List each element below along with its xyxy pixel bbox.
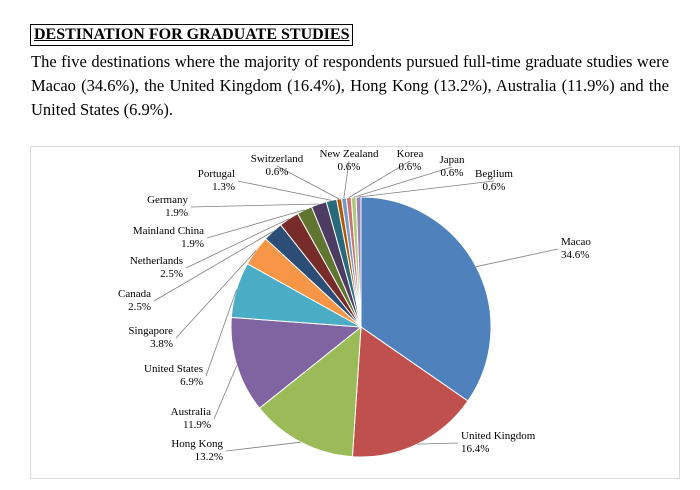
leader-line	[358, 180, 495, 198]
slice-value-label: 2.5%	[128, 301, 151, 313]
slice-value-label: 6.9%	[180, 376, 203, 388]
slice-label: Hong Kong	[171, 438, 223, 450]
slice-value-label: 16.4%	[461, 443, 489, 455]
slice-label: Singapore	[128, 325, 173, 337]
leader-line	[153, 231, 274, 302]
slice-value-label: 0.6%	[338, 161, 361, 173]
leader-line	[348, 160, 411, 198]
pie-slice-australia	[230, 316, 363, 409]
slice-label: Canada	[118, 288, 151, 300]
slice-label: Beglium	[475, 168, 513, 180]
leader-line	[213, 365, 238, 420]
slice-label: Portugal	[198, 168, 235, 180]
slice-value-label: 11.9%	[183, 419, 211, 431]
pie-chart-frame: Macao 34.6% United Kingdom 16.4% Hong Kong 13…	[30, 146, 680, 479]
pie-slice-united-kingdom	[351, 326, 469, 458]
intro-paragraph: The five destinations where the majority…	[31, 52, 669, 119]
slice-label: Germany	[147, 194, 188, 206]
slice-label: Switzerland	[251, 153, 304, 165]
leader-line	[225, 441, 301, 452]
leader-line	[190, 203, 319, 208]
leader-line	[343, 160, 350, 199]
slice-value-label: 0.6%	[266, 166, 289, 178]
slice-value-label: 0.6%	[399, 161, 422, 173]
section-heading: DESTINATION FOR GRADUATE STUDIES	[30, 24, 354, 46]
slice-value-label: 1.9%	[165, 207, 188, 219]
slice-label: Korea	[397, 148, 424, 160]
slice-label: New Zealand	[320, 148, 379, 160]
leader-line	[476, 248, 559, 268]
leader-line	[276, 165, 340, 200]
slice-label: Macao	[561, 236, 591, 248]
slice-value-label: 3.8%	[150, 338, 173, 350]
pie-slice-hong-kong	[258, 325, 362, 458]
slice-value-label: 1.9%	[181, 238, 204, 250]
slice-label: Netherlands	[130, 255, 183, 267]
leader-line	[353, 166, 453, 198]
leader-line	[185, 218, 290, 269]
slice-value-label: 2.5%	[160, 268, 183, 280]
slice-label: United States	[144, 363, 203, 375]
slice-value-label: 0.6%	[441, 167, 464, 179]
leader-line	[205, 289, 237, 377]
slice-value-label: 0.6%	[483, 181, 506, 193]
slice-label: Japan	[439, 154, 465, 166]
slice-label: Mainland China	[133, 225, 204, 237]
slice-label: United Kingdom	[461, 430, 536, 442]
slice-value-label: 34.6%	[561, 249, 589, 261]
slice-value-label: 1.3%	[212, 181, 235, 193]
leader-line	[206, 209, 305, 239]
leader-line	[237, 180, 332, 201]
leader-line	[175, 250, 257, 339]
slice-value-label: 13.2%	[195, 451, 223, 463]
leader-line	[417, 442, 459, 445]
slice-label: Australia	[171, 406, 211, 418]
